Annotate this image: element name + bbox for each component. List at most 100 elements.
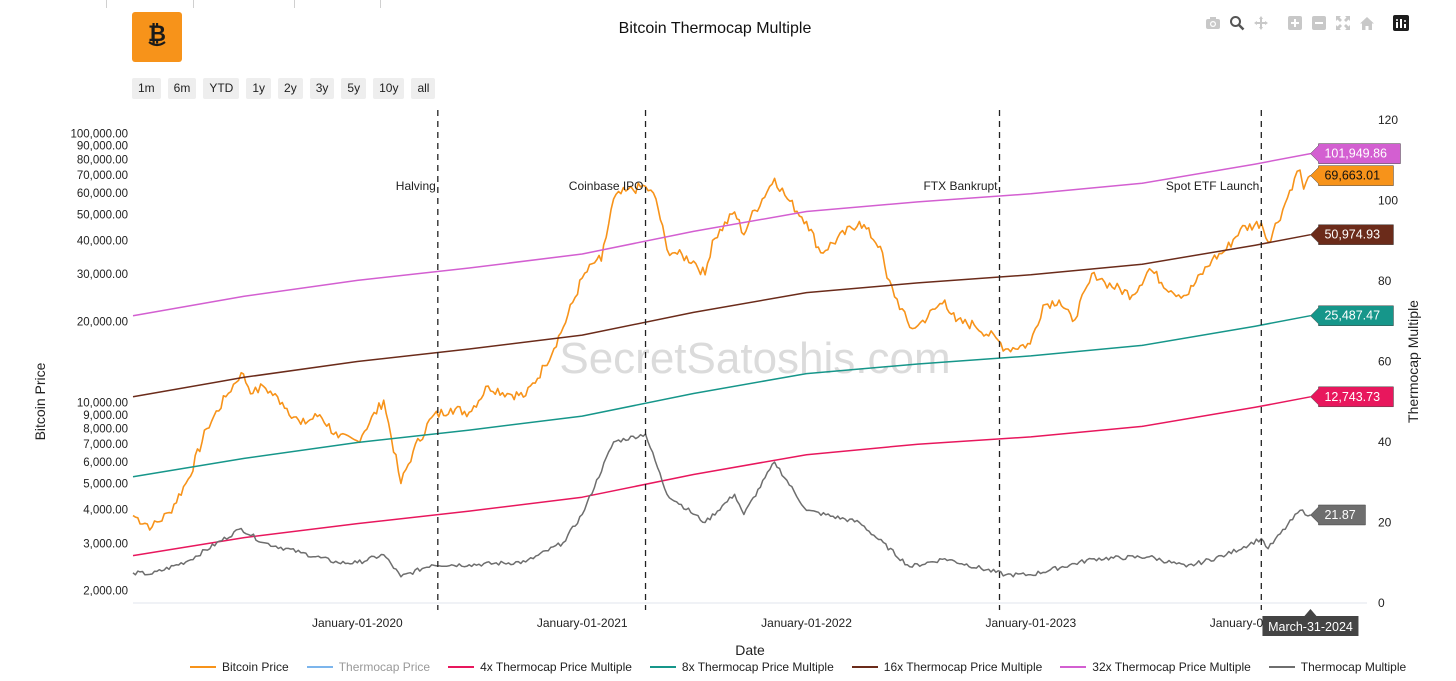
range-ytd-button[interactable]: YTD: [203, 78, 240, 99]
hover-label-text: 101,949.86: [1324, 147, 1387, 161]
watermark-text: SecretSatoshis.com: [559, 334, 950, 383]
plotly-logo-icon[interactable]: [1392, 14, 1410, 32]
legend-label: 16x Thermocap Price Multiple: [883, 660, 1043, 674]
camera-icon[interactable]: [1204, 14, 1222, 32]
legend-item[interactable]: 8x Thermocap Price Multiple: [649, 660, 834, 674]
y-tick-label: 40,000.00: [77, 235, 128, 247]
y-tick-label: 2,000.00: [83, 586, 128, 598]
autoscale-icon[interactable]: [1334, 14, 1352, 32]
y-tick-label: 20,000.00: [77, 316, 128, 328]
y-tick-label: 50,000.00: [77, 209, 128, 221]
zoom-in-icon[interactable]: [1286, 14, 1304, 32]
x-tick-label: January-01-2023: [985, 616, 1076, 630]
pan-icon[interactable]: [1252, 14, 1270, 32]
series-line-16x-thermocap-price-multiple[interactable]: [132, 233, 1311, 398]
hover-label-text: 25,487.47: [1324, 309, 1380, 323]
y-tick-label: 30,000.00: [77, 269, 128, 281]
y2-tick-label: 120: [1378, 113, 1398, 127]
legend-item[interactable]: Thermocap Price: [306, 660, 430, 674]
x-tick-label: January-01-2022: [761, 616, 852, 630]
y-tick-label: 10,000.00: [77, 397, 128, 409]
series-line-8x-thermocap-price-multiple[interactable]: [132, 314, 1311, 478]
x-axis-title: Date: [735, 642, 765, 658]
hover-label-text: 69,663.01: [1324, 169, 1380, 183]
series-line-thermocap-multiple[interactable]: [132, 433, 1311, 578]
legend-item[interactable]: Bitcoin Price: [190, 660, 289, 674]
y2-tick-label: 80: [1378, 274, 1392, 288]
y-tick-label: 6,000.00: [83, 457, 128, 469]
hover-label-box: [1310, 165, 1394, 186]
event-label: Coinbase IPO: [569, 179, 644, 193]
range-2y-button[interactable]: 2y: [278, 78, 303, 99]
y2-axis-title: Thermocap Multiple: [1405, 300, 1421, 423]
range-6m-button[interactable]: 6m: [167, 78, 197, 99]
y-tick-label: 3,000.00: [83, 538, 128, 550]
legend-label: Bitcoin Price: [222, 660, 289, 674]
zoom-icon[interactable]: [1228, 14, 1246, 32]
y-tick-label: 7,000.00: [83, 439, 128, 451]
y-tick-label: 8,000.00: [83, 424, 128, 436]
chart-title: Bitcoin Thermocap Multiple: [618, 20, 812, 37]
legend-label: 8x Thermocap Price Multiple: [681, 660, 834, 674]
range-10y-button[interactable]: 10y: [373, 78, 405, 99]
browser-tabs-edge: [0, 0, 400, 10]
legend-swatch: [306, 666, 333, 668]
legend-swatch: [448, 666, 475, 668]
event-label: Spot ETF Launch: [1166, 179, 1259, 193]
hover-label-box: [1310, 305, 1394, 326]
hover-label-text: 50,974.93: [1324, 228, 1380, 242]
range-all-button[interactable]: all: [411, 78, 436, 99]
range-5y-button[interactable]: 5y: [341, 78, 367, 99]
range-selector: 1m 6m YTD 1y 2y 3y 5y 10y all: [132, 78, 436, 99]
series-line-32x-thermocap-price-multiple[interactable]: [132, 152, 1311, 317]
legend-swatch: [1268, 666, 1295, 668]
zoom-out-icon[interactable]: [1310, 14, 1328, 32]
y2-tick-label: 40: [1378, 435, 1392, 449]
hover-label-box: [1310, 504, 1366, 526]
bitcoin-logo-icon: ₿: [140, 20, 174, 55]
y-tick-label: 80,000.00: [77, 154, 128, 166]
bitcoin-logo: ₿: [132, 12, 182, 62]
x-tick-label: January-01-2020: [312, 616, 403, 630]
reset-axes-icon[interactable]: [1358, 14, 1376, 32]
range-1m-button[interactable]: 1m: [132, 78, 161, 99]
y-tick-label: 90,000.00: [77, 141, 128, 153]
y-tick-label: 60,000.00: [77, 188, 128, 200]
legend-swatch: [649, 666, 676, 668]
series-line-4x-thermocap-price-multiple[interactable]: [132, 396, 1311, 557]
y-tick-label: 70,000.00: [77, 170, 128, 182]
legend-swatch: [851, 666, 878, 668]
legend-item[interactable]: Thermocap Multiple: [1268, 660, 1407, 674]
y2-tick-label: 100: [1378, 194, 1398, 208]
series-line-bitcoin-price[interactable]: [132, 169, 1311, 531]
y-axis-title: Bitcoin Price: [32, 362, 48, 440]
y2-tick-label: 0: [1378, 596, 1385, 610]
chart-modebar: [1204, 14, 1410, 32]
legend-swatch: [190, 666, 216, 668]
chart-legend: Bitcoin Price Thermocap Price 4x Thermocap…: [190, 660, 1406, 674]
y-tick-label: 4,000.00: [83, 505, 128, 517]
y-tick-label: 100,000.00: [70, 128, 128, 140]
range-1y-button[interactable]: 1y: [246, 78, 272, 99]
hover-date-box: [1262, 609, 1359, 636]
event-label: Halving: [396, 179, 436, 193]
legend-item[interactable]: 16x Thermocap Price Multiple: [851, 660, 1043, 674]
svg-text:₿: ₿: [148, 22, 166, 47]
legend-swatch: [1060, 666, 1087, 668]
hover-label-box: [1310, 224, 1394, 245]
hover-label-text: 21.87: [1324, 508, 1355, 522]
hover-date-label: March-31-2024: [1268, 620, 1353, 634]
legend-label: 32x Thermocap Price Multiple: [1092, 660, 1251, 674]
y-tick-label: 5,000.00: [83, 479, 128, 491]
hover-label-box: [1310, 143, 1401, 164]
hover-label-text: 12,743.73: [1324, 390, 1380, 404]
y-tick-label: 9,000.00: [83, 410, 128, 422]
legend-item[interactable]: 4x Thermocap Price Multiple: [448, 660, 632, 674]
legend-item[interactable]: 32x Thermocap Price Multiple: [1060, 660, 1251, 674]
event-label: FTX Bankrupt: [923, 179, 998, 193]
hover-label-box: [1310, 386, 1394, 408]
range-3y-button[interactable]: 3y: [309, 78, 335, 99]
x-tick-label: January-01-2021: [537, 616, 628, 630]
legend-label: Thermocap Multiple: [1300, 660, 1407, 674]
